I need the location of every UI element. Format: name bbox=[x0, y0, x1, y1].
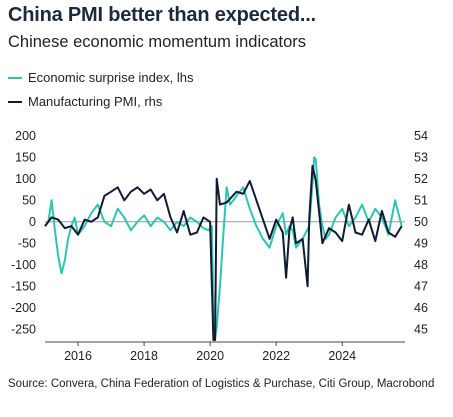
chart-title: China PMI better than expected... bbox=[8, 4, 316, 26]
x-tick-label: 2018 bbox=[130, 349, 158, 363]
y-left-tick-label: 0 bbox=[29, 215, 36, 229]
x-tick-label: 2020 bbox=[196, 349, 224, 363]
legend-label-surprise: Economic surprise index, lhs bbox=[28, 70, 194, 85]
y-right-tick-label: 49 bbox=[414, 236, 428, 250]
y-right-tick-label: 51 bbox=[414, 193, 428, 207]
y-left-tick-label: -100 bbox=[11, 258, 36, 272]
series-line-surprise bbox=[44, 156, 403, 339]
y-left-tick-label: 100 bbox=[15, 172, 36, 186]
y-right-tick-label: 53 bbox=[414, 150, 428, 164]
y-left-tick-label: 50 bbox=[22, 193, 36, 207]
y-left-tick-label: -150 bbox=[11, 279, 36, 293]
y-right-tick-label: 47 bbox=[414, 279, 428, 293]
y-right-tick-label: 45 bbox=[414, 322, 428, 336]
legend-item-pmi: Manufacturing PMI, rhs bbox=[8, 94, 162, 109]
y-right-tick-label: 54 bbox=[414, 129, 428, 143]
y-left-tick-label: -250 bbox=[11, 322, 36, 336]
x-tick-label: 2024 bbox=[328, 349, 356, 363]
chart-subtitle: Chinese economic momentum indicators bbox=[8, 33, 307, 51]
legend-item-surprise: Economic surprise index, lhs bbox=[8, 70, 193, 85]
y-right-tick-label: 46 bbox=[414, 301, 428, 315]
y-left-tick-label: 150 bbox=[15, 150, 36, 164]
legend-swatch-surprise bbox=[8, 76, 22, 79]
legend-swatch-pmi bbox=[8, 100, 22, 103]
y-left-tick-label: -200 bbox=[11, 301, 36, 315]
y-left-tick-label: 200 bbox=[15, 129, 36, 143]
series-line-pmi bbox=[44, 164, 403, 341]
y-right-tick-label: 52 bbox=[414, 172, 428, 186]
x-tick-label: 2016 bbox=[64, 349, 92, 363]
y-right-tick-label: 50 bbox=[414, 215, 428, 229]
y-right-tick-label: 48 bbox=[414, 258, 428, 272]
y-left-tick-label: -50 bbox=[18, 236, 36, 250]
source-note: Source: Convera, China Federation of Log… bbox=[8, 378, 435, 390]
x-tick-label: 2022 bbox=[262, 349, 290, 363]
legend-label-pmi: Manufacturing PMI, rhs bbox=[28, 94, 163, 109]
